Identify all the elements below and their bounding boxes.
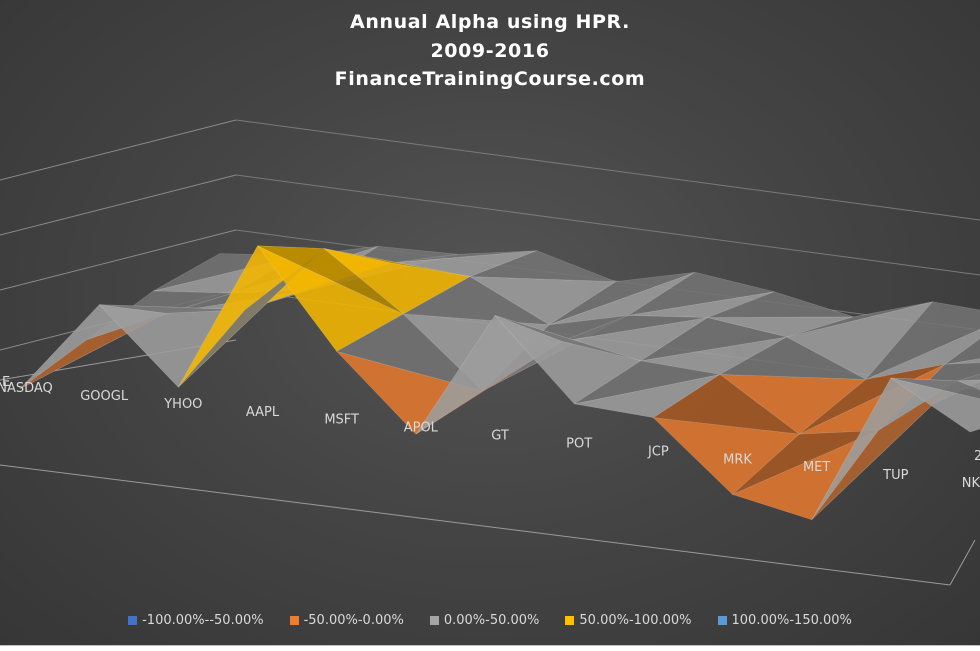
category-label: MSFT: [324, 413, 359, 428]
chart-subtitle: 2009-2016: [0, 40, 980, 62]
back-gridline: [0, 175, 236, 235]
legend-item: 100.00%-150.00%: [718, 613, 852, 628]
chart-title: Annual Alpha using HPR.: [0, 11, 980, 33]
legend-item: -50.00%-0.00%: [290, 613, 404, 628]
category-label: YHOO: [163, 397, 202, 412]
category-label: GOOGL: [80, 389, 129, 404]
legend-label: 50.00%-100.00%: [579, 613, 691, 628]
legend-item: 0.00%-50.00%: [430, 613, 540, 628]
legend-swatch: [430, 616, 439, 625]
sheet-edge: [0, 645, 980, 651]
back-gridline: [236, 120, 980, 220]
category-label: JCP: [647, 444, 669, 459]
category-label-clipped: E: [2, 375, 10, 390]
category-label: TUP: [882, 468, 908, 483]
category-label: MRK: [723, 452, 752, 467]
legend-label: 100.00%-150.00%: [732, 613, 852, 628]
legend: -100.00%--50.00% -50.00%-0.00% 0.00%-50.00…: [0, 613, 980, 628]
depth-label-clipped: 2: [974, 449, 980, 464]
legend-item: -100.00%--50.00%: [128, 613, 263, 628]
legend-swatch: [565, 616, 574, 625]
back-gridline: [0, 120, 236, 180]
legend-item: 50.00%-100.00%: [565, 613, 691, 628]
legend-label: -50.00%-0.00%: [304, 613, 404, 628]
surface-mesh: [20, 246, 980, 520]
legend-label: -100.00%--50.00%: [142, 613, 263, 628]
legend-swatch: [128, 616, 137, 625]
category-label: APOL: [404, 421, 439, 436]
legend-label: 0.00%-50.00%: [444, 613, 540, 628]
category-label: AAPL: [246, 405, 280, 420]
category-label: POT: [566, 436, 592, 451]
floor-edge: [950, 540, 975, 585]
legend-swatch: [290, 616, 299, 625]
chart-source: FinanceTrainingCourse.com: [0, 68, 980, 90]
category-label: NKE: [962, 476, 980, 491]
legend-swatch: [718, 616, 727, 625]
category-label: GT: [491, 429, 509, 444]
category-label: MET: [803, 460, 830, 475]
